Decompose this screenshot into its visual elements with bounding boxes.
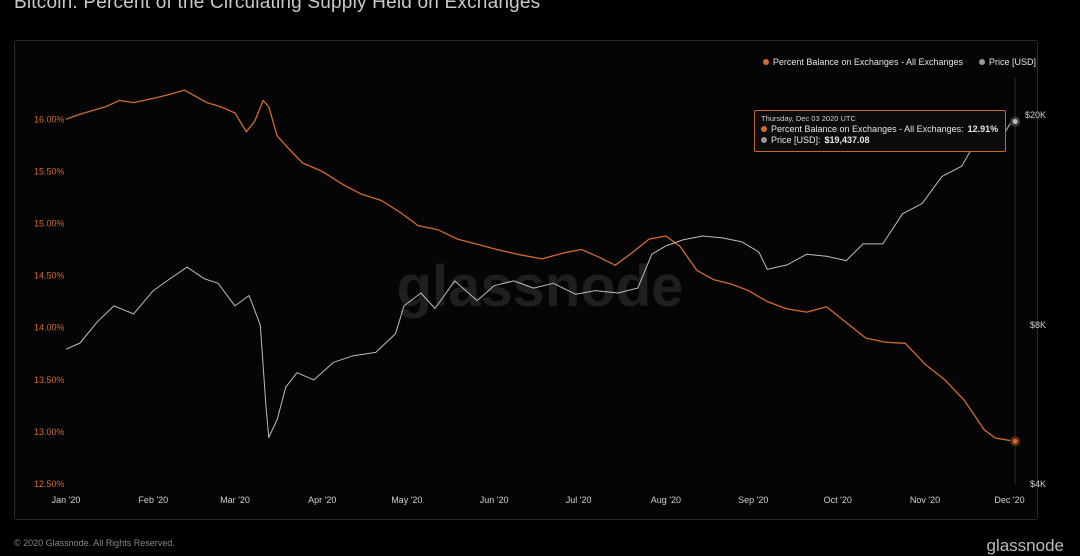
x-tick-label: Apr '20: [308, 495, 336, 505]
y-left-tick-label: 13.00%: [34, 427, 65, 437]
chart-tooltip: Thursday, Dec 03 2020 UTC Percent Balanc…: [754, 110, 1006, 152]
tooltip-row-balance: Percent Balance on Exchanges - All Excha…: [761, 124, 999, 134]
tooltip-dot-price: [761, 137, 767, 143]
x-tick-label: Mar '20: [220, 495, 250, 505]
marker-balance: [1012, 438, 1018, 444]
x-tick-label: Jan '20: [52, 495, 81, 505]
x-tick-label: Aug '20: [651, 495, 681, 505]
y-left-tick-label: 12.50%: [34, 479, 65, 489]
y-left-tick-label: 15.00%: [34, 218, 65, 228]
legend-dot-price: [978, 59, 985, 65]
y-right-tick-label: $4K: [1030, 479, 1046, 489]
copyright-footer: © 2020 Glassnode. All Rights Reserved.: [14, 538, 175, 548]
chart-legend: Percent Balance on Exchanges - All Excha…: [762, 57, 1036, 67]
y-left-tick-label: 15.50%: [34, 166, 65, 176]
y-right-tick-label: $8K: [1030, 320, 1046, 330]
chart-title: Bitcoin: Percent of the Circulating Supp…: [14, 0, 541, 13]
x-tick-label: Nov '20: [910, 495, 940, 505]
brand-logo-text: glassnode: [986, 536, 1064, 555]
x-tick-label: Sep '20: [738, 495, 768, 505]
tooltip-value-price: $19,437.08: [824, 135, 870, 145]
y-left-tick-label: 14.00%: [34, 323, 65, 333]
y-left-tick-label: 14.50%: [34, 271, 65, 281]
tooltip-dot-balance: [761, 126, 767, 132]
x-tick-label: Oct '20: [824, 495, 852, 505]
marker-price: [1012, 119, 1018, 125]
x-tick-label: Jun '20: [480, 495, 509, 505]
legend-item-balance[interactable]: Percent Balance on Exchanges - All Excha…: [762, 57, 963, 67]
series-line-balance: [65, 89, 1016, 442]
tooltip-label-balance: Percent Balance on Exchanges - All Excha…: [771, 124, 964, 134]
tooltip-date: Thursday, Dec 03 2020 UTC: [761, 114, 856, 123]
x-tick-label: Jul '20: [566, 495, 592, 505]
y-left-tick-label: 13.50%: [34, 375, 65, 385]
y-right-tick-label: $20K: [1025, 110, 1046, 120]
legend-label-balance: Percent Balance on Exchanges - All Excha…: [772, 57, 963, 67]
series-line-price: [65, 121, 1016, 438]
tooltip-label-price: Price [USD]:: [771, 135, 821, 145]
legend-item-price[interactable]: Price [USD]: [978, 57, 1036, 67]
tooltip-row-price: Price [USD]: $19,437.08: [761, 135, 999, 145]
legend-label-price: Price [USD]: [988, 57, 1036, 67]
x-tick-label: May '20: [391, 495, 422, 505]
x-tick-label: Feb '20: [138, 495, 168, 505]
x-tick-label: Dec '20: [994, 495, 1024, 505]
legend-dot-balance: [762, 59, 769, 65]
tooltip-value-balance: 12.91%: [967, 124, 999, 134]
y-left-tick-label: 16.00%: [34, 114, 65, 124]
